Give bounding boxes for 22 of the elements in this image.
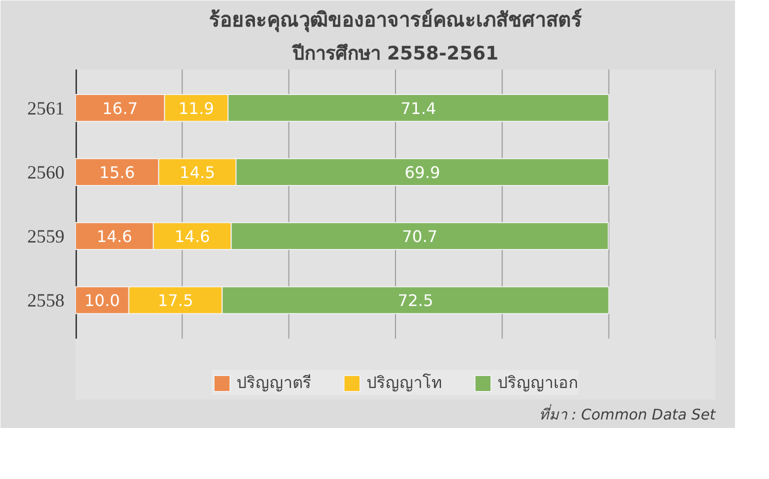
data-label: 11.9	[178, 98, 214, 118]
y-tick-label: 2559	[27, 226, 64, 248]
data-label: 10.0	[84, 291, 120, 310]
data-label: 14.6	[174, 227, 210, 246]
data-label: 69.9	[404, 163, 440, 182]
data-label: 15.6	[99, 163, 135, 182]
legend-label: ปริญญาเอก	[498, 372, 578, 394]
chart-subtitle: ปีการศึกษา 2558-2561	[291, 42, 499, 64]
data-label: 72.5	[398, 291, 434, 310]
data-label: 70.7	[402, 227, 438, 246]
legend-label: ปริญญาโท	[366, 372, 442, 394]
chart-title: ร้อยละคุณวุฒิของอาจารย์คณะเภสัชศาสตร์	[209, 8, 582, 32]
data-label: 16.7	[102, 98, 138, 118]
text: ที่มา : Common Data Set	[538, 404, 717, 424]
y-tick-label: 2560	[27, 162, 64, 184]
data-label: 14.5	[180, 163, 216, 182]
y-tick-label: 2561	[27, 98, 64, 120]
data-label: 71.4	[400, 98, 436, 118]
data-label: 17.5	[158, 291, 194, 310]
data-label: 14.6	[96, 227, 132, 246]
y-tick-label: 2558	[27, 290, 64, 312]
legend-label: ปริญญาตรี	[236, 372, 312, 394]
